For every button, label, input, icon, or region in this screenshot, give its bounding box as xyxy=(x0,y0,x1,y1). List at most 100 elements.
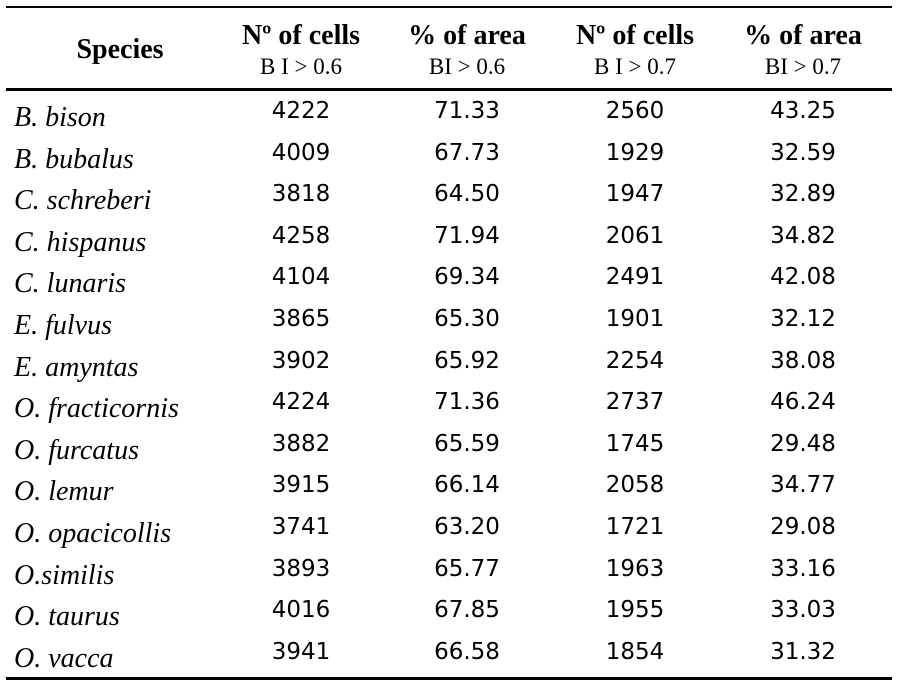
area-06-cell: 67.73 xyxy=(434,139,500,166)
cells-07-cell: 1929 xyxy=(605,139,665,166)
cells-07-cell: 2061 xyxy=(605,222,665,249)
table-header-rule xyxy=(6,88,892,91)
cells-06-cell: 3915 xyxy=(271,472,331,499)
header-area-07: % of area BI > 0.7 xyxy=(728,8,878,88)
table-row: O. fracticornis 4224 71.36 2737 46.24 xyxy=(6,382,892,424)
header-species: Species xyxy=(42,8,198,88)
species-cell: E. amyntas xyxy=(14,351,139,383)
species-cell: O. lemur xyxy=(14,476,114,508)
table-row: E. fulvus 3865 65.30 1901 32.12 xyxy=(6,299,892,341)
area-07-cell: 33.03 xyxy=(770,597,836,624)
species-cell: O.similis xyxy=(14,559,115,591)
species-cell: O. opacicollis xyxy=(14,518,172,549)
area-07-cell: 29.48 xyxy=(770,430,836,457)
cells-07-cell: 2254 xyxy=(605,347,665,374)
table-top-rule xyxy=(6,6,892,8)
species-cell: B. bubalus xyxy=(14,143,134,175)
area-06-cell: 67.85 xyxy=(434,597,500,624)
area-07-cell: 32.89 xyxy=(770,181,836,208)
area-06-cell: 63.20 xyxy=(434,514,500,540)
header-species-label: Species xyxy=(76,34,164,65)
cells-06-cell: 3882 xyxy=(271,430,331,457)
cells-06-cell: 4009 xyxy=(271,139,331,166)
cells-07-cell: 1721 xyxy=(605,514,665,540)
cells-06-cell: 4222 xyxy=(271,98,331,124)
species-cell: C. lunaris xyxy=(14,268,127,300)
header-cells-07: Nº of cells B I > 0.7 xyxy=(560,8,710,88)
area-06-cell: 66.14 xyxy=(434,472,500,499)
area-06-cell: 69.34 xyxy=(434,264,500,291)
cells-06-cell: 4258 xyxy=(271,222,331,249)
area-06-cell: 71.94 xyxy=(434,222,500,249)
area-07-cell: 32.12 xyxy=(770,306,836,332)
cells-07-cell: 1854 xyxy=(605,638,665,665)
header-cells-07-label: Nº of cells xyxy=(575,20,695,51)
table-row: O.similis 3893 65.77 1963 33.16 xyxy=(6,549,892,591)
header-cells-06-sub: B I > 0.6 xyxy=(260,54,342,79)
species-cell: O. vacca xyxy=(14,642,114,674)
table-row: O. opacicollis 3741 63.20 1721 29.08 xyxy=(6,507,892,549)
header-area-07-label: % of area xyxy=(744,20,862,51)
table-row: O. vacca 3941 66.58 1854 31.32 xyxy=(6,632,892,674)
area-07-cell: 34.82 xyxy=(770,222,836,249)
cells-06-cell: 3902 xyxy=(271,347,331,374)
area-07-cell: 42.08 xyxy=(770,264,836,291)
cells-06-cell: 3818 xyxy=(271,181,331,208)
area-07-cell: 33.16 xyxy=(770,555,836,582)
area-07-cell: 46.24 xyxy=(770,389,836,416)
area-06-cell: 65.92 xyxy=(434,347,500,374)
species-cell: C. schreberi xyxy=(14,185,152,217)
species-cell: E. fulvus xyxy=(14,310,112,341)
table-row: B. bubalus 4009 67.73 1929 32.59 xyxy=(6,133,892,175)
cells-06-cell: 4016 xyxy=(271,597,331,624)
species-cell: O. fracticornis xyxy=(14,393,179,425)
table-row: O. lemur 3915 66.14 2058 34.77 xyxy=(6,465,892,507)
area-07-cell: 32.59 xyxy=(770,139,836,166)
cells-07-cell: 1901 xyxy=(605,306,665,332)
area-07-cell: 38.08 xyxy=(770,347,836,374)
table-row: O. furcatus 3882 65.59 1745 29.48 xyxy=(6,424,892,466)
table-row: O. taurus 4016 67.85 1955 33.03 xyxy=(6,590,892,632)
area-07-cell: 34.77 xyxy=(770,472,836,499)
cells-06-cell: 4224 xyxy=(271,389,331,416)
cells-06-cell: 3893 xyxy=(271,555,331,582)
cells-06-cell: 3865 xyxy=(271,306,331,332)
cells-06-cell: 3941 xyxy=(271,638,331,665)
header-area-06: % of area BI > 0.6 xyxy=(392,8,542,88)
area-06-cell: 65.59 xyxy=(434,430,500,457)
cells-07-cell: 2560 xyxy=(605,98,665,124)
area-07-cell: 31.32 xyxy=(770,638,836,665)
header-cells-06-label: Nº of cells xyxy=(241,20,361,51)
cells-07-cell: 1745 xyxy=(605,430,665,457)
table-row: C. lunaris 4104 69.34 2491 42.08 xyxy=(6,257,892,299)
cells-07-cell: 2737 xyxy=(605,389,665,416)
species-cell: B. bison xyxy=(14,102,106,133)
species-cell: C. hispanus xyxy=(14,226,147,258)
area-06-cell: 64.50 xyxy=(434,181,500,208)
cells-06-cell: 3741 xyxy=(271,514,331,540)
cells-07-cell: 1955 xyxy=(605,597,665,624)
cells-07-cell: 2058 xyxy=(605,472,665,499)
cells-07-cell: 2491 xyxy=(605,264,665,291)
species-cell: O. taurus xyxy=(14,601,120,633)
species-table: Species Nº of cells B I > 0.6 % of area … xyxy=(6,0,892,683)
area-06-cell: 66.58 xyxy=(434,638,500,665)
table-row: B. bison 4222 71.33 2560 43.25 xyxy=(6,91,892,133)
cells-07-cell: 1963 xyxy=(605,555,665,582)
table-row: C. schreberi 3818 64.50 1947 32.89 xyxy=(6,174,892,216)
header-cells-07-sub: B I > 0.7 xyxy=(594,54,676,79)
table-row: C. hispanus 4258 71.94 2061 34.82 xyxy=(6,216,892,258)
header-area-06-label: % of area xyxy=(408,20,526,51)
species-cell: O. furcatus xyxy=(14,434,139,466)
header-cells-06: Nº of cells B I > 0.6 xyxy=(226,8,376,88)
area-07-cell: 29.08 xyxy=(770,514,836,540)
header-area-06-sub: BI > 0.6 xyxy=(428,54,506,79)
area-07-cell: 43.25 xyxy=(770,98,836,124)
area-06-cell: 71.33 xyxy=(434,98,500,124)
table-bottom-rule xyxy=(6,677,892,680)
table-header: Species Nº of cells B I > 0.6 % of area … xyxy=(6,8,892,88)
cells-06-cell: 4104 xyxy=(271,264,331,291)
header-area-07-sub: BI > 0.7 xyxy=(764,54,842,79)
area-06-cell: 65.77 xyxy=(434,555,500,582)
area-06-cell: 71.36 xyxy=(434,389,500,416)
